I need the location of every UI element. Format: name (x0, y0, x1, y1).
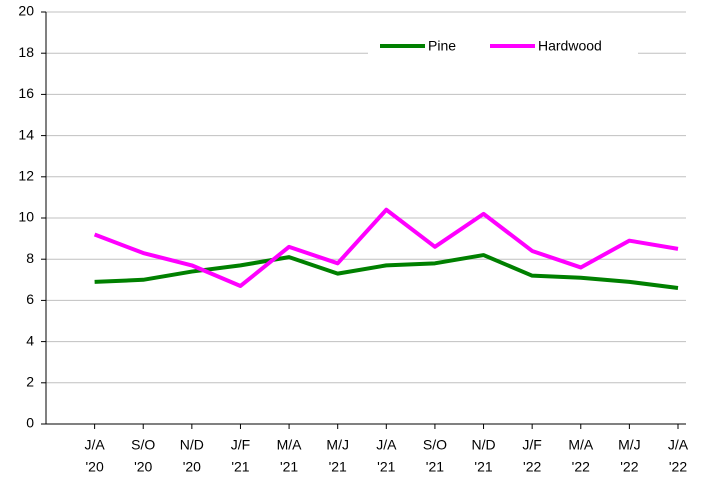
x-tick-label: '21 (280, 459, 298, 475)
legend-label: Pine (428, 38, 456, 54)
y-tick-label: 4 (26, 332, 34, 348)
x-tick-label: M/A (277, 437, 303, 453)
x-tick-label: J/F (522, 437, 541, 453)
x-tick-label: '22 (523, 459, 541, 475)
x-tick-label: '22 (669, 459, 687, 475)
series-line (94, 253, 679, 291)
x-tick-label: M/J (326, 437, 349, 453)
y-tick-label: 14 (18, 126, 34, 142)
y-tick-label: 0 (26, 415, 34, 431)
x-tick-label: '21 (231, 459, 249, 475)
x-tick-label: S/O (131, 437, 155, 453)
x-tick-label: M/A (568, 437, 594, 453)
y-tick-label: 8 (26, 250, 34, 266)
y-tick-label: 18 (18, 44, 34, 60)
x-tick-label: N/D (180, 437, 204, 453)
x-tick-label: '20 (134, 459, 152, 475)
x-tick-label: S/O (423, 437, 447, 453)
x-tick-label: J/A (376, 437, 397, 453)
y-tick-label: 20 (18, 3, 34, 19)
x-tick-label: '21 (426, 459, 444, 475)
x-tick-label: J/A (84, 437, 105, 453)
x-tick-label: J/F (231, 437, 250, 453)
x-tick-label: '21 (377, 459, 395, 475)
x-tick-label: M/J (618, 437, 641, 453)
y-tick-label: 12 (18, 168, 34, 184)
x-tick-label: '20 (183, 459, 201, 475)
x-tick-label: '22 (620, 459, 638, 475)
x-tick-label: '21 (329, 459, 347, 475)
y-tick-label: 2 (26, 374, 34, 390)
x-tick-label: '22 (572, 459, 590, 475)
x-tick-label: J/A (668, 437, 689, 453)
y-tick-label: 16 (18, 85, 34, 101)
series-line (93, 207, 679, 288)
y-tick-label: 6 (26, 291, 34, 307)
legend-label: Hardwood (538, 38, 602, 54)
x-tick-label: N/D (471, 437, 495, 453)
x-tick-label: '21 (474, 459, 492, 475)
y-tick-label: 10 (18, 209, 34, 225)
x-tick-label: '20 (85, 459, 103, 475)
